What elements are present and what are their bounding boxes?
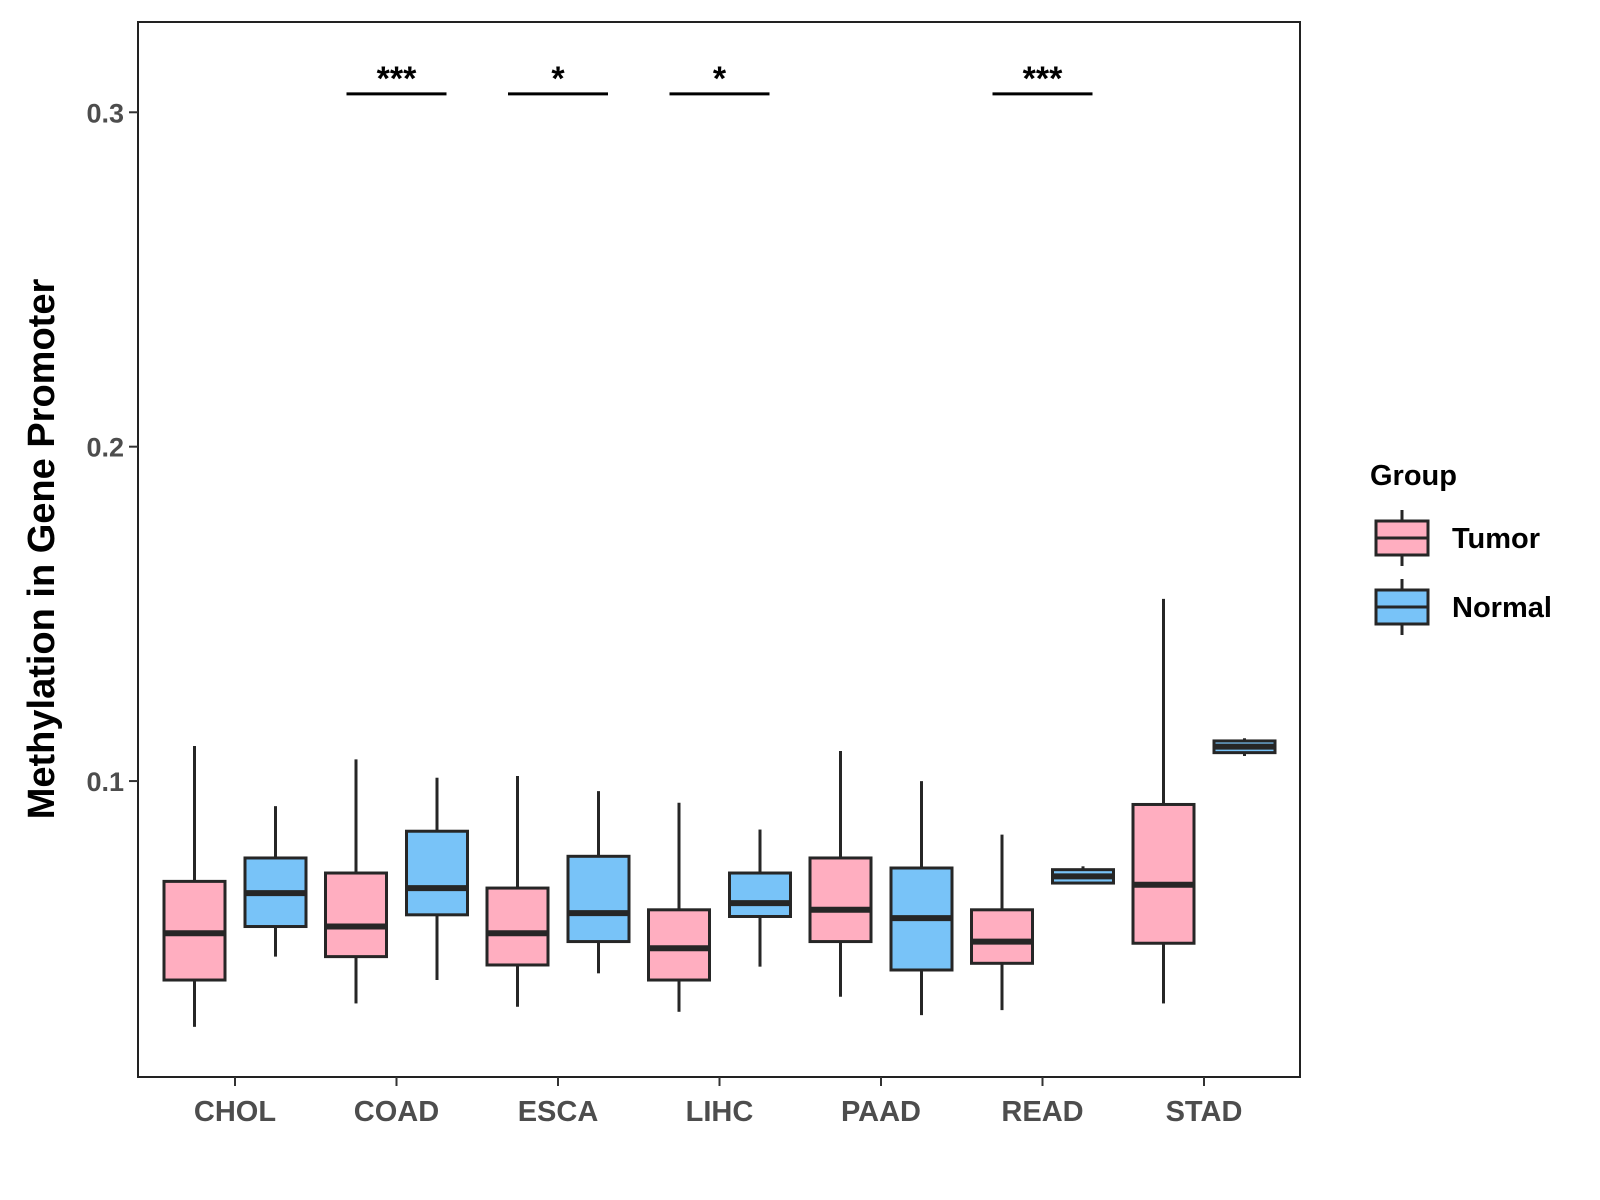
box-tumor-paad	[808, 750, 873, 997]
legend: Group Tumor Normal	[1370, 460, 1552, 635]
box-normal-read	[1051, 866, 1115, 885]
boxes-layer	[162, 598, 1277, 1027]
significance-esca: *	[508, 60, 608, 98]
x-tick-label-stad: STAD	[1166, 1096, 1243, 1128]
y-tick-label: 0.2	[86, 433, 124, 463]
plot-panel	[137, 21, 1301, 1078]
box-tumor-read	[970, 834, 1034, 1011]
significance-annotations: *** * * ***	[346, 60, 1093, 98]
x-axis: CHOL COAD ESCA LIHC PAAD READ STAD	[194, 1077, 1242, 1128]
significance-stars: *	[713, 60, 727, 98]
legend-item-tumor: Tumor	[1374, 510, 1540, 566]
iqr-box	[970, 908, 1034, 965]
legend-label: Tumor	[1452, 523, 1540, 555]
box-normal-chol	[243, 806, 308, 957]
iqr-box	[647, 908, 711, 982]
box-normal-stad	[1212, 738, 1277, 756]
legend-title: Group	[1370, 460, 1457, 492]
box-normal-lihc	[728, 829, 792, 967]
significance-coad: ***	[346, 60, 447, 98]
legend-item-normal: Normal	[1374, 579, 1552, 635]
box-tumor-chol	[162, 745, 227, 1027]
box-normal-esca	[566, 791, 631, 974]
y-axis-label: Methylation in Gene Promoter	[21, 279, 63, 820]
box-tumor-coad	[324, 759, 388, 1004]
iqr-box	[405, 829, 469, 917]
x-tick-label-esca: ESCA	[518, 1096, 599, 1128]
iqr-box	[728, 871, 792, 918]
significance-stars: ***	[377, 60, 417, 98]
x-tick-label-read: READ	[1001, 1096, 1083, 1128]
x-tick-label-lihc: LIHC	[686, 1096, 754, 1128]
iqr-box	[485, 886, 550, 967]
y-tick-label: 0.1	[86, 767, 124, 797]
iqr-box	[808, 856, 873, 944]
y-axis: 0.1 0.2 0.3	[86, 98, 138, 797]
x-tick-label-chol: CHOL	[194, 1096, 276, 1128]
y-tick-label: 0.3	[86, 98, 124, 128]
significance-read: ***	[992, 60, 1093, 98]
box-tumor-lihc	[647, 802, 711, 1012]
box-normal-coad	[405, 777, 469, 981]
x-tick-label-coad: COAD	[354, 1096, 439, 1128]
significance-stars: *	[551, 60, 565, 98]
iqr-box	[324, 871, 388, 959]
iqr-box	[1131, 802, 1196, 945]
iqr-box	[566, 854, 631, 944]
x-tick-label-paad: PAAD	[841, 1096, 921, 1128]
significance-lihc: *	[669, 60, 770, 98]
box-normal-paad	[889, 781, 954, 1016]
box-tumor-stad	[1131, 598, 1196, 1004]
box-tumor-esca	[485, 776, 550, 1007]
legend-label: Normal	[1452, 592, 1552, 624]
significance-stars: ***	[1023, 60, 1063, 98]
